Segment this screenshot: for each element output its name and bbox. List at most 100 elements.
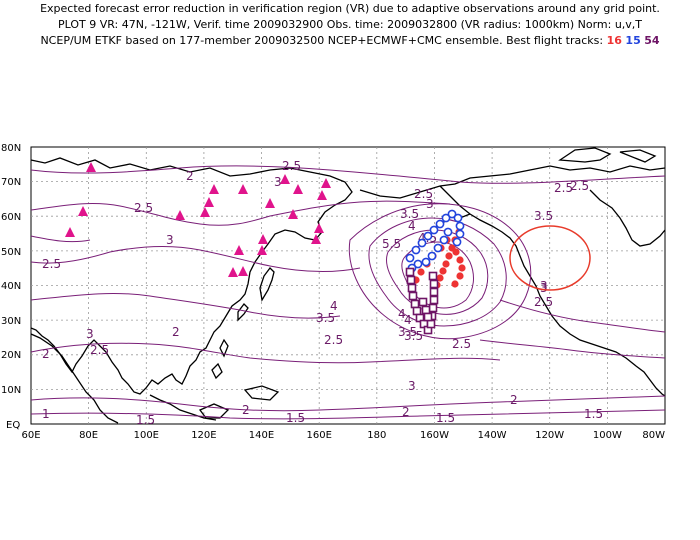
- contour-label: 2.5: [570, 179, 589, 193]
- track-b-point: [447, 209, 457, 219]
- track-a-point: [458, 264, 466, 272]
- contour-label: 3: [408, 379, 416, 393]
- contour-label: 2: [186, 169, 194, 183]
- contour-label: 2.5: [534, 295, 553, 309]
- lon-tick-label: 120W: [535, 430, 564, 441]
- observation-triangle: [258, 234, 268, 244]
- observation-triangle: [288, 209, 298, 219]
- contour-label: 4: [330, 299, 338, 313]
- contour-label: 1: [42, 407, 50, 421]
- contour-label: 3: [166, 233, 174, 247]
- lon-tick-label: 100W: [593, 430, 622, 441]
- contour-label: 3.5: [398, 325, 417, 339]
- track-a-point: [445, 252, 453, 260]
- track-c-point: [429, 295, 439, 305]
- contour-label: 2: [172, 325, 180, 339]
- contour-label: 3.5: [404, 329, 423, 343]
- header-ensemble-text: NCEP/UM ETKF based on 177-member 2009032…: [40, 34, 604, 47]
- observation-triangle: [293, 184, 303, 194]
- observation-triangle: [234, 245, 244, 255]
- observation-triangle: [257, 245, 267, 255]
- track-b-point: [429, 225, 439, 235]
- coastlines: [30, 147, 666, 424]
- track-b-point: [417, 238, 427, 248]
- observation-triangle: [175, 210, 185, 220]
- track-b-point: [455, 221, 465, 231]
- track-c-point: [426, 319, 436, 329]
- contour-label: 2.5: [282, 159, 301, 173]
- lat-tick-label: 70N: [1, 177, 21, 188]
- observation-triangle: [86, 162, 96, 172]
- track-c-point: [407, 283, 417, 293]
- track-b-point: [427, 251, 437, 261]
- track-a-point: [451, 280, 459, 288]
- track-c-point: [429, 287, 439, 297]
- contour-label: 2.5: [134, 201, 153, 215]
- observation-triangle: [78, 206, 88, 216]
- lon-tick-label: 80W: [642, 430, 665, 441]
- track-a-point: [417, 268, 425, 276]
- track-c-label: 54: [644, 34, 660, 47]
- observation-triangle: [238, 184, 248, 194]
- observation-triangles: [65, 162, 331, 277]
- lat-tick-label: 80N: [1, 143, 21, 154]
- contour-label: 2: [510, 393, 518, 407]
- track-b-point: [443, 227, 453, 237]
- contour-label-group: 2 2.5 2.5 2.5 2.5 3 3 3.5 3.5 4 4 5.5 2.…: [42, 159, 603, 427]
- contour-label: 2.5: [42, 257, 61, 271]
- lon-tick-label: 180: [367, 430, 386, 441]
- header-plot-info: PLOT 9 VR: 47N, -121W, Verif. time 20090…: [57, 18, 643, 31]
- contour-label: 2.5: [414, 187, 433, 201]
- track-c-point: [405, 267, 415, 277]
- lon-tick-label: 60E: [21, 430, 40, 441]
- lon-tick-label: 100E: [134, 430, 159, 441]
- observation-triangle: [280, 174, 290, 184]
- lon-tick-label: 160E: [306, 430, 331, 441]
- track-a-point: [456, 256, 464, 264]
- contour-label: 2: [402, 405, 410, 419]
- header-ensemble-info: NCEP/UM ETKF based on 177-member 2009032…: [0, 34, 700, 47]
- lat-tick-label: EQ: [6, 420, 20, 431]
- observation-triangle: [311, 234, 321, 244]
- track-b-point: [455, 229, 465, 239]
- track-c-point: [418, 297, 428, 307]
- lon-tick-label: 140W: [478, 430, 507, 441]
- observation-triangle: [209, 184, 219, 194]
- contour-label: 3: [274, 175, 282, 189]
- track-a-point: [456, 272, 464, 280]
- lat-tick-label: 10N: [1, 385, 21, 396]
- observation-triangle: [228, 267, 238, 277]
- contour-label: 1.5: [436, 411, 455, 425]
- lat-tick-label: 30N: [1, 316, 21, 327]
- contour-label: 3.5: [534, 209, 553, 223]
- track-c-point: [408, 291, 418, 301]
- lon-axis: 60E 80E 100E 120E 140E 160E 180 160W 140…: [21, 430, 665, 441]
- observation-triangle: [65, 227, 75, 237]
- track-c-point: [412, 306, 422, 316]
- track-a-point: [442, 260, 450, 268]
- track-c-point: [428, 271, 438, 281]
- track-b-point: [411, 245, 421, 255]
- track-c-point: [421, 305, 431, 315]
- header-title: Expected forecast error reduction in ver…: [40, 2, 660, 15]
- track-b-point: [435, 219, 445, 229]
- lat-tick-label: 40N: [1, 281, 21, 292]
- contour-label: 4: [398, 307, 406, 321]
- contour-label: 2.5: [452, 337, 471, 351]
- observation-triangle: [314, 223, 324, 233]
- track-a-label: 16: [606, 34, 622, 47]
- contour-label: 3: [86, 327, 94, 341]
- track-b-point: [439, 235, 449, 245]
- track-b-point: [421, 257, 431, 267]
- contour-label: 3.5: [400, 207, 419, 221]
- lat-tick-label: 50N: [1, 247, 21, 258]
- track-c-point: [406, 275, 416, 285]
- contour-label: 2.5: [90, 343, 109, 357]
- graticule: [31, 147, 665, 424]
- observation-triangle: [265, 198, 275, 208]
- track-b-point: [413, 259, 423, 269]
- track-a-point: [452, 248, 460, 256]
- track-b-point: [433, 243, 443, 253]
- contour-label: 2.5: [324, 333, 343, 347]
- observation-triangle: [204, 197, 214, 207]
